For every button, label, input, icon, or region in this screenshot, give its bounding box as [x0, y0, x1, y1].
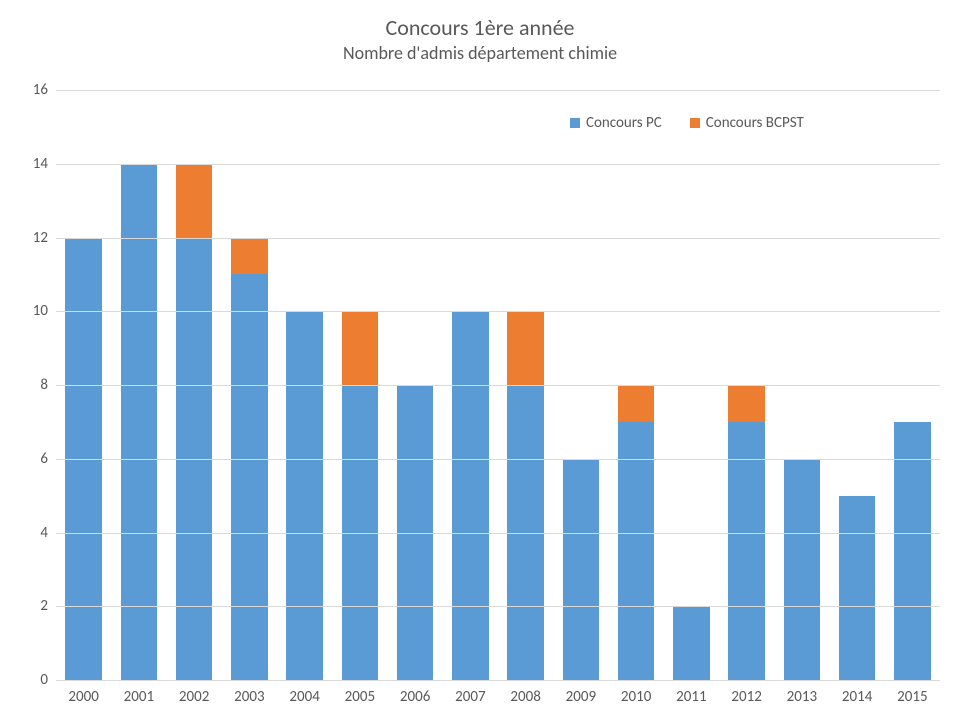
x-tick-label: 2001: [124, 688, 154, 706]
grid-line: [56, 385, 940, 386]
bar-segment-pc: [673, 606, 709, 680]
x-tick-label: 2008: [510, 688, 540, 706]
y-tick-label: 4: [8, 524, 48, 542]
bar-segment-bcpst: [342, 311, 378, 385]
plot-area: 2000200120022003200420052006200720082009…: [56, 90, 940, 680]
x-tick-label: 2003: [234, 688, 264, 706]
bar-segment-bcpst: [176, 164, 212, 238]
bar-segment-bcpst: [728, 385, 764, 422]
grid-line: [56, 164, 940, 165]
chart-container: Concours 1ère année Nombre d'admis dépar…: [0, 0, 960, 720]
bar-segment-pc: [728, 422, 764, 680]
bar-segment-pc: [894, 422, 930, 680]
y-tick-label: 12: [8, 229, 48, 247]
bar-segment-pc: [286, 311, 322, 680]
grid-line: [56, 533, 940, 534]
x-tick-label: 2011: [676, 688, 706, 706]
bar-segment-bcpst: [618, 385, 654, 422]
x-tick-label: 2007: [455, 688, 485, 706]
y-tick-label: 0: [8, 671, 48, 689]
grid-line: [56, 606, 940, 607]
grid-line: [56, 311, 940, 312]
x-tick-label: 2015: [897, 688, 927, 706]
x-tick-label: 2002: [179, 688, 209, 706]
y-tick-label: 16: [8, 81, 48, 99]
chart-subtitle: Nombre d'admis département chimie: [0, 42, 960, 64]
bar-segment-pc: [452, 311, 488, 680]
bar-segment-bcpst: [507, 311, 543, 385]
chart-title: Concours 1ère année: [0, 14, 960, 41]
x-tick-label: 2013: [787, 688, 817, 706]
x-tick-label: 2012: [731, 688, 761, 706]
y-tick-label: 14: [8, 155, 48, 173]
x-tick-label: 2000: [68, 688, 98, 706]
x-tick-label: 2009: [566, 688, 596, 706]
bar-segment-pc: [618, 422, 654, 680]
bar-segment-pc: [563, 459, 599, 680]
x-tick-label: 2006: [400, 688, 430, 706]
grid-line: [56, 680, 940, 681]
x-tick-label: 2005: [345, 688, 375, 706]
y-tick-label: 6: [8, 450, 48, 468]
bar-segment-pc: [121, 164, 157, 680]
grid-line: [56, 238, 940, 239]
y-tick-label: 2: [8, 597, 48, 615]
y-tick-label: 10: [8, 302, 48, 320]
bar-segment-pc: [231, 274, 267, 680]
grid-line: [56, 459, 940, 460]
bar-segment-bcpst: [231, 238, 267, 275]
x-tick-label: 2014: [842, 688, 872, 706]
bar-segment-pc: [784, 459, 820, 680]
grid-line: [56, 90, 940, 91]
x-tick-label: 2010: [621, 688, 651, 706]
bar-segment-pc: [839, 496, 875, 680]
x-tick-label: 2004: [289, 688, 319, 706]
y-tick-label: 8: [8, 376, 48, 394]
